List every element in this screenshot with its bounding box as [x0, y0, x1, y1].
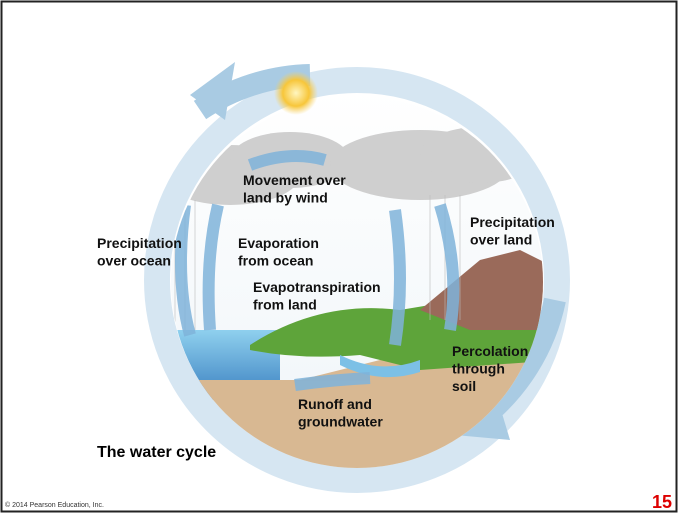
- diagram-label: Percolation: [452, 343, 528, 359]
- diagram-label: Evapotranspiration: [253, 279, 381, 295]
- sun: [274, 71, 318, 115]
- diagram-label: soil: [452, 378, 476, 394]
- diagram-label: Precipitation: [470, 214, 555, 230]
- diagram-label: Runoff and: [298, 396, 372, 412]
- diagram-label: over land: [470, 232, 532, 248]
- diagram-label: Precipitation: [97, 235, 182, 251]
- diagram-label: through: [452, 361, 505, 377]
- slide: Movement over land by wind Precipitation ov…: [0, 0, 678, 513]
- copyright: © 2014 Pearson Education, Inc.: [5, 501, 104, 509]
- diagram-label: from land: [253, 297, 317, 313]
- diagram-label: land by wind: [243, 190, 328, 206]
- slide-number: 15: [652, 492, 672, 512]
- diagram-label: groundwater: [298, 414, 383, 430]
- diagram-label: Evaporation: [238, 235, 319, 251]
- diagram-label: Movement over: [243, 172, 346, 188]
- diagram-label: from ocean: [238, 253, 313, 269]
- caption: The water cycle: [97, 444, 216, 461]
- diagram-label: over ocean: [97, 253, 171, 269]
